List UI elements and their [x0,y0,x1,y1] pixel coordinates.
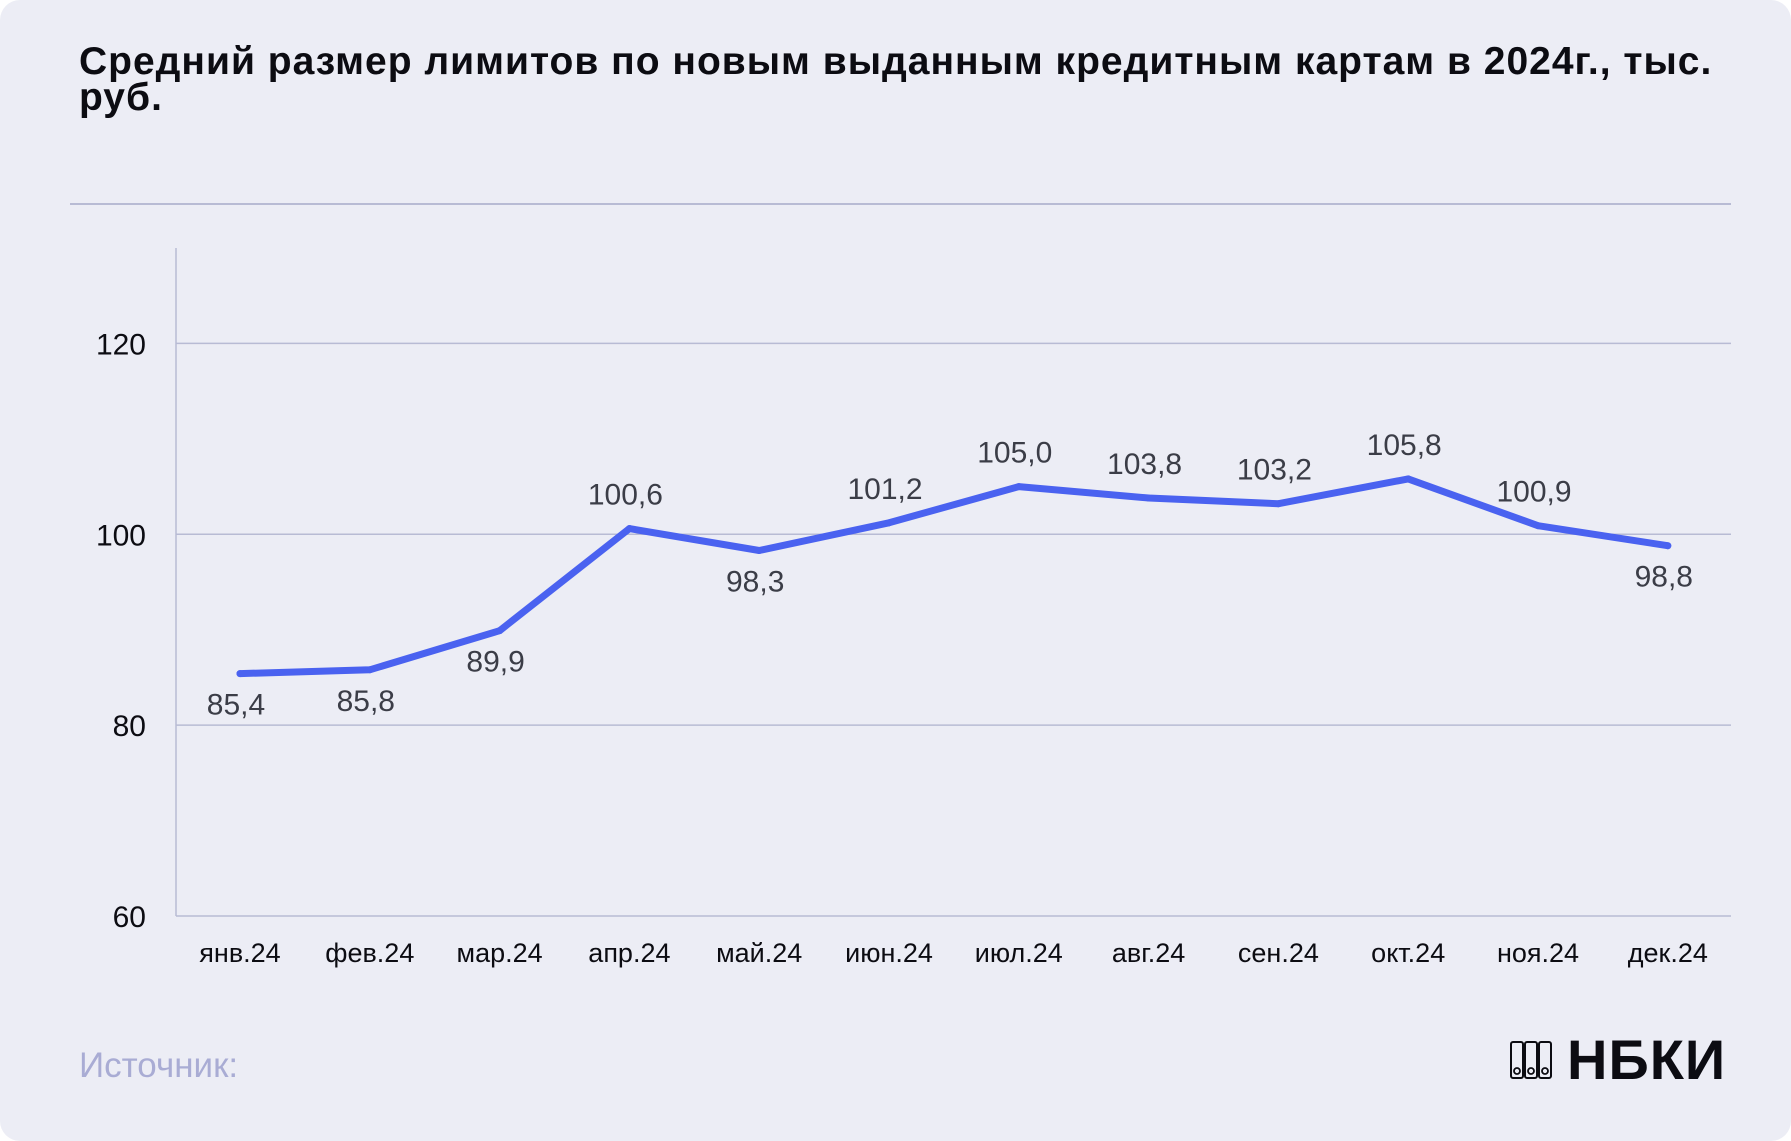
data-label: 105,8 [1367,429,1442,462]
y-tick-label: 120 [96,328,146,361]
data-point [496,627,504,635]
title-divider [70,203,1731,205]
chart-title: Средний размер лимитов по новым выданным… [79,40,1713,119]
data-label: 101,2 [847,473,922,506]
y-tick-label: 60 [113,901,146,934]
x-tick-label: дек.24 [1628,938,1708,968]
data-point [755,547,763,555]
y-tick-label: 100 [96,519,146,552]
x-tick-label: окт.24 [1371,938,1445,968]
x-tick-label: май.24 [716,938,802,968]
data-label: 103,8 [1107,448,1182,481]
x-tick-label: фев.24 [325,938,414,968]
nbki-logo-text: НБКИ [1567,1028,1727,1091]
data-point [1015,483,1023,491]
data-point [1664,542,1672,550]
data-label: 85,4 [207,689,265,722]
x-tick-label: апр.24 [588,938,670,968]
data-label: 100,6 [588,479,663,512]
data-point [1145,494,1153,502]
nbki-logo-icon [1510,1041,1552,1079]
x-tick-label: ноя.24 [1497,938,1579,968]
data-label: 89,9 [466,646,524,679]
x-tick-label: мар.24 [457,938,543,968]
x-tick-label: июн.24 [845,938,933,968]
nbki-logo: НБКИ [1509,1032,1726,1088]
data-point [1404,475,1412,483]
y-tick-label: 80 [113,710,146,743]
source-label: Источник: [79,1046,239,1085]
data-label: 98,3 [726,566,784,599]
x-tick-label: янв.24 [199,938,280,968]
data-point [885,519,893,527]
data-point [625,525,633,533]
data-label: 85,8 [337,685,395,718]
data-label: 105,0 [977,437,1052,470]
x-tick-label: авг.24 [1112,938,1185,968]
data-point [366,666,374,674]
x-tick-label: сен.24 [1238,938,1319,968]
data-point [236,670,244,678]
data-label: 103,2 [1237,454,1312,487]
data-point [1274,500,1282,508]
series-line [236,475,1672,678]
data-point [1534,522,1542,530]
data-label: 98,8 [1635,561,1693,594]
data-label: 100,9 [1496,476,1571,509]
x-tick-label: июл.24 [975,938,1063,968]
